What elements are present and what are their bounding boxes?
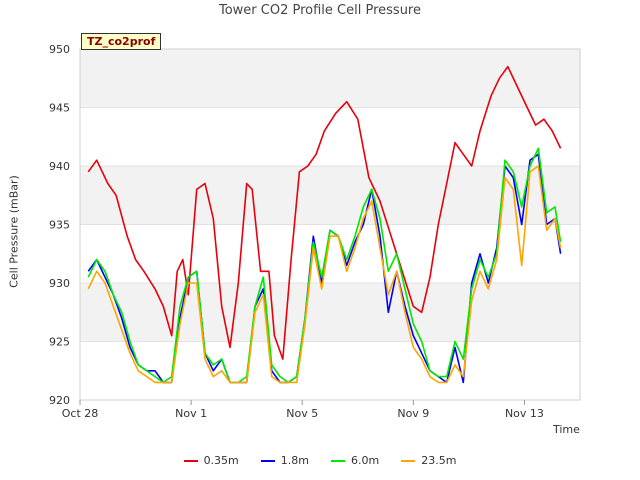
plot-band: [80, 49, 580, 108]
legend-label: 6.0m: [351, 454, 380, 467]
y-axis-ticks: 920 925 930 935 940 945 950: [49, 43, 70, 407]
y-axis-label-text: Cell Pressure (mBar): [7, 175, 21, 288]
x-tick-label: Nov 13: [505, 407, 544, 420]
x-tick-label: Nov 9: [397, 407, 429, 420]
legend-label: 0.35m: [203, 454, 239, 467]
x-axis-ticks: Oct 28 Nov 1 Nov 5 Nov 9 Nov 13: [62, 400, 544, 420]
plot-frame: [79, 48, 581, 401]
y-tick-label: 945: [49, 102, 70, 115]
legend-label: 1.8m: [280, 454, 309, 467]
legend-item: 0.35m: [183, 454, 239, 467]
series-line-6.0m: [87, 147, 562, 384]
plot-band: [80, 166, 580, 225]
legend-label: 23.5m: [421, 454, 457, 467]
legend-item: 6.0m: [331, 454, 379, 467]
y-tick-label: 950: [49, 43, 70, 56]
y-tick-label: 940: [49, 160, 70, 173]
legend: 0.35m 1.8m 6.0m 23.5m: [0, 454, 640, 467]
legend-swatch: [401, 459, 416, 462]
site-tag: TZ_co2prof: [81, 33, 162, 50]
x-tick-label: Nov 1: [175, 407, 207, 420]
plot-background-bands: [80, 49, 580, 342]
series-line-23.5m: [87, 165, 562, 384]
x-axis-label: Time: [553, 423, 580, 436]
y-tick-label: 935: [49, 219, 70, 232]
y-tick-label: 925: [49, 336, 70, 349]
y-tick-label: 920: [49, 394, 70, 407]
x-tick-label: Oct 28: [62, 407, 99, 420]
legend-item: 23.5m: [401, 454, 456, 467]
legend-item: 1.8m: [260, 454, 309, 467]
legend-swatch: [260, 459, 275, 462]
legend-swatch: [183, 459, 198, 462]
series-lines: [87, 65, 562, 384]
series-line-0.35m: [87, 65, 562, 360]
plot-band: [80, 283, 580, 342]
x-tick-label: Nov 5: [286, 407, 318, 420]
chart-title: Tower CO2 Profile Cell Pressure: [218, 3, 421, 18]
legend-swatch: [331, 459, 345, 462]
y-tick-label: 930: [49, 277, 70, 290]
